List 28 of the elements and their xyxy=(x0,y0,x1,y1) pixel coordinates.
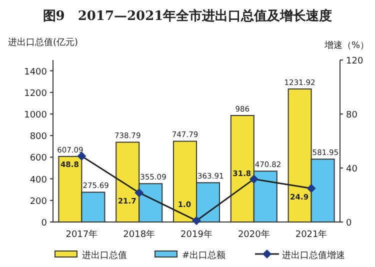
point xyxy=(306,184,316,193)
x-tick-label: 2021年 xyxy=(295,229,328,240)
y2-tick-label: 40 xyxy=(346,164,358,174)
x-tick-label: 2018年 xyxy=(123,229,156,240)
legend-label: #出口总额 xyxy=(182,250,226,261)
y-tick-label: 800 xyxy=(30,132,48,142)
y-tick-label: 200 xyxy=(30,196,48,207)
y2-tick-label: 0 xyxy=(346,218,352,228)
x-tick-label: 2017年 xyxy=(66,229,98,240)
point xyxy=(77,152,86,161)
y-tick-label: 400 xyxy=(30,175,48,186)
legend-label: 进出口总值 xyxy=(82,250,127,261)
point xyxy=(249,174,258,184)
y-tick-label: 1000 xyxy=(24,110,48,120)
y2-tick-label: 80 xyxy=(346,110,358,120)
y2-axis-title: 增速（%） xyxy=(323,40,369,51)
x-tick-label: 2019年 xyxy=(180,229,212,240)
chart-title: 图9 2017—2021年全市进出口总值及增长速度 xyxy=(42,8,332,24)
y2-tick-label: 120 xyxy=(346,56,364,66)
point xyxy=(192,216,201,226)
y-tick-label: 0 xyxy=(41,218,48,228)
y-axis-title: 进出口总值(亿元) xyxy=(8,37,78,48)
y-tick-label: 1400 xyxy=(24,67,48,78)
legend-label: 进出口总值增速 xyxy=(282,250,345,261)
x-tick-label: 2020年 xyxy=(238,229,270,240)
point xyxy=(134,188,144,198)
y-tick-label: 600 xyxy=(30,154,48,164)
y-tick-label: 1200 xyxy=(24,88,48,99)
